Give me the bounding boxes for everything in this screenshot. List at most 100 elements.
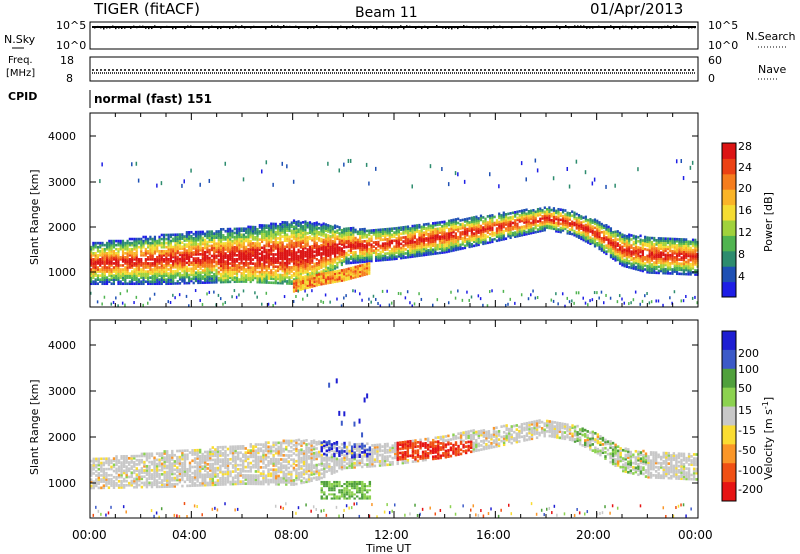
power-cell (498, 222, 501, 226)
power-cell (363, 271, 366, 274)
power-cell (96, 300, 99, 304)
power-cell (299, 286, 302, 289)
power-cell (213, 266, 216, 270)
power-cell (313, 246, 316, 250)
power-cell (336, 265, 339, 269)
power-cell (272, 261, 275, 264)
power-cell (96, 268, 100, 271)
power-cell (514, 219, 517, 222)
noise-point (421, 27, 423, 30)
power-cell (276, 277, 280, 281)
power-cell (630, 234, 633, 237)
power-cell (666, 263, 670, 267)
power-cell (240, 261, 243, 265)
power-cell (318, 233, 321, 236)
power-cell (103, 282, 106, 286)
power-cell (286, 269, 289, 273)
power-cell (233, 241, 236, 245)
power-cell (482, 240, 485, 244)
power-cell (224, 301, 227, 305)
power-cell (176, 247, 179, 251)
power-cell (213, 240, 216, 244)
power-cell (204, 275, 207, 278)
power-cell (158, 258, 161, 261)
power-cell (621, 259, 624, 263)
power-cell (587, 231, 590, 234)
power-cell (313, 226, 316, 229)
power-cell (233, 254, 236, 257)
power-cell (450, 233, 453, 236)
power-cell (443, 250, 446, 254)
power-cell (149, 256, 152, 259)
power-cell (404, 243, 407, 247)
power-cell (361, 263, 364, 267)
power-cell (338, 269, 341, 273)
power-cell (546, 226, 549, 229)
power-cell (333, 256, 337, 260)
power-cell (596, 233, 599, 237)
power-cell (233, 249, 236, 253)
power-cell (167, 235, 170, 239)
power-cell (609, 296, 612, 300)
power-cell (185, 281, 188, 285)
power-cell (427, 251, 430, 254)
power-cell (331, 276, 334, 280)
power-cell (655, 255, 658, 258)
power-cell (188, 263, 191, 267)
power-cell (131, 241, 134, 245)
power-cell (185, 243, 188, 246)
power-cell (653, 242, 656, 246)
power-cell (333, 226, 337, 230)
power-cell (561, 222, 565, 226)
power-cell (607, 245, 610, 249)
power-cell (306, 250, 309, 253)
power-cell (612, 251, 615, 254)
power-cell (290, 235, 293, 239)
power-cell (96, 249, 100, 253)
power-cell (181, 257, 184, 261)
power-cell (457, 289, 459, 293)
power-cell (324, 257, 328, 261)
power-cell (299, 237, 302, 241)
power-cell (468, 223, 471, 226)
power-cell (238, 227, 241, 231)
power-cell (242, 229, 245, 233)
power-cell (555, 227, 558, 231)
power-cell (315, 247, 318, 251)
power-cell (618, 294, 621, 298)
power-cell (420, 247, 423, 251)
power-cell (320, 231, 323, 235)
power-cell (347, 158, 350, 163)
power-cell (425, 251, 428, 255)
power-cell (628, 241, 631, 245)
power-cell (420, 237, 423, 241)
power-cell (534, 220, 537, 224)
power-cell (204, 277, 207, 280)
power-cell (397, 236, 400, 240)
noise-point (469, 26, 471, 29)
power-cell (390, 241, 394, 245)
power-cell (167, 280, 170, 283)
power-cell (299, 268, 302, 271)
power-cell (110, 276, 113, 279)
power-cell (117, 272, 120, 275)
power-cell (190, 243, 193, 246)
noise-point (214, 26, 216, 28)
power-cell (245, 229, 248, 233)
power-cell (609, 253, 613, 257)
power-cell (482, 216, 485, 219)
power-cell (616, 234, 619, 237)
power-cell (169, 239, 172, 243)
power-cell (397, 232, 400, 236)
power-cell (256, 240, 259, 243)
power-cell (520, 213, 524, 217)
power-cell (92, 274, 95, 277)
power-cell (308, 285, 312, 289)
power-cell (461, 218, 464, 222)
power-cell (379, 250, 382, 254)
power-cell (206, 292, 208, 296)
power-cell (395, 251, 398, 254)
power-cell (117, 251, 120, 255)
power-cell (194, 277, 198, 281)
power-cell (286, 237, 289, 241)
